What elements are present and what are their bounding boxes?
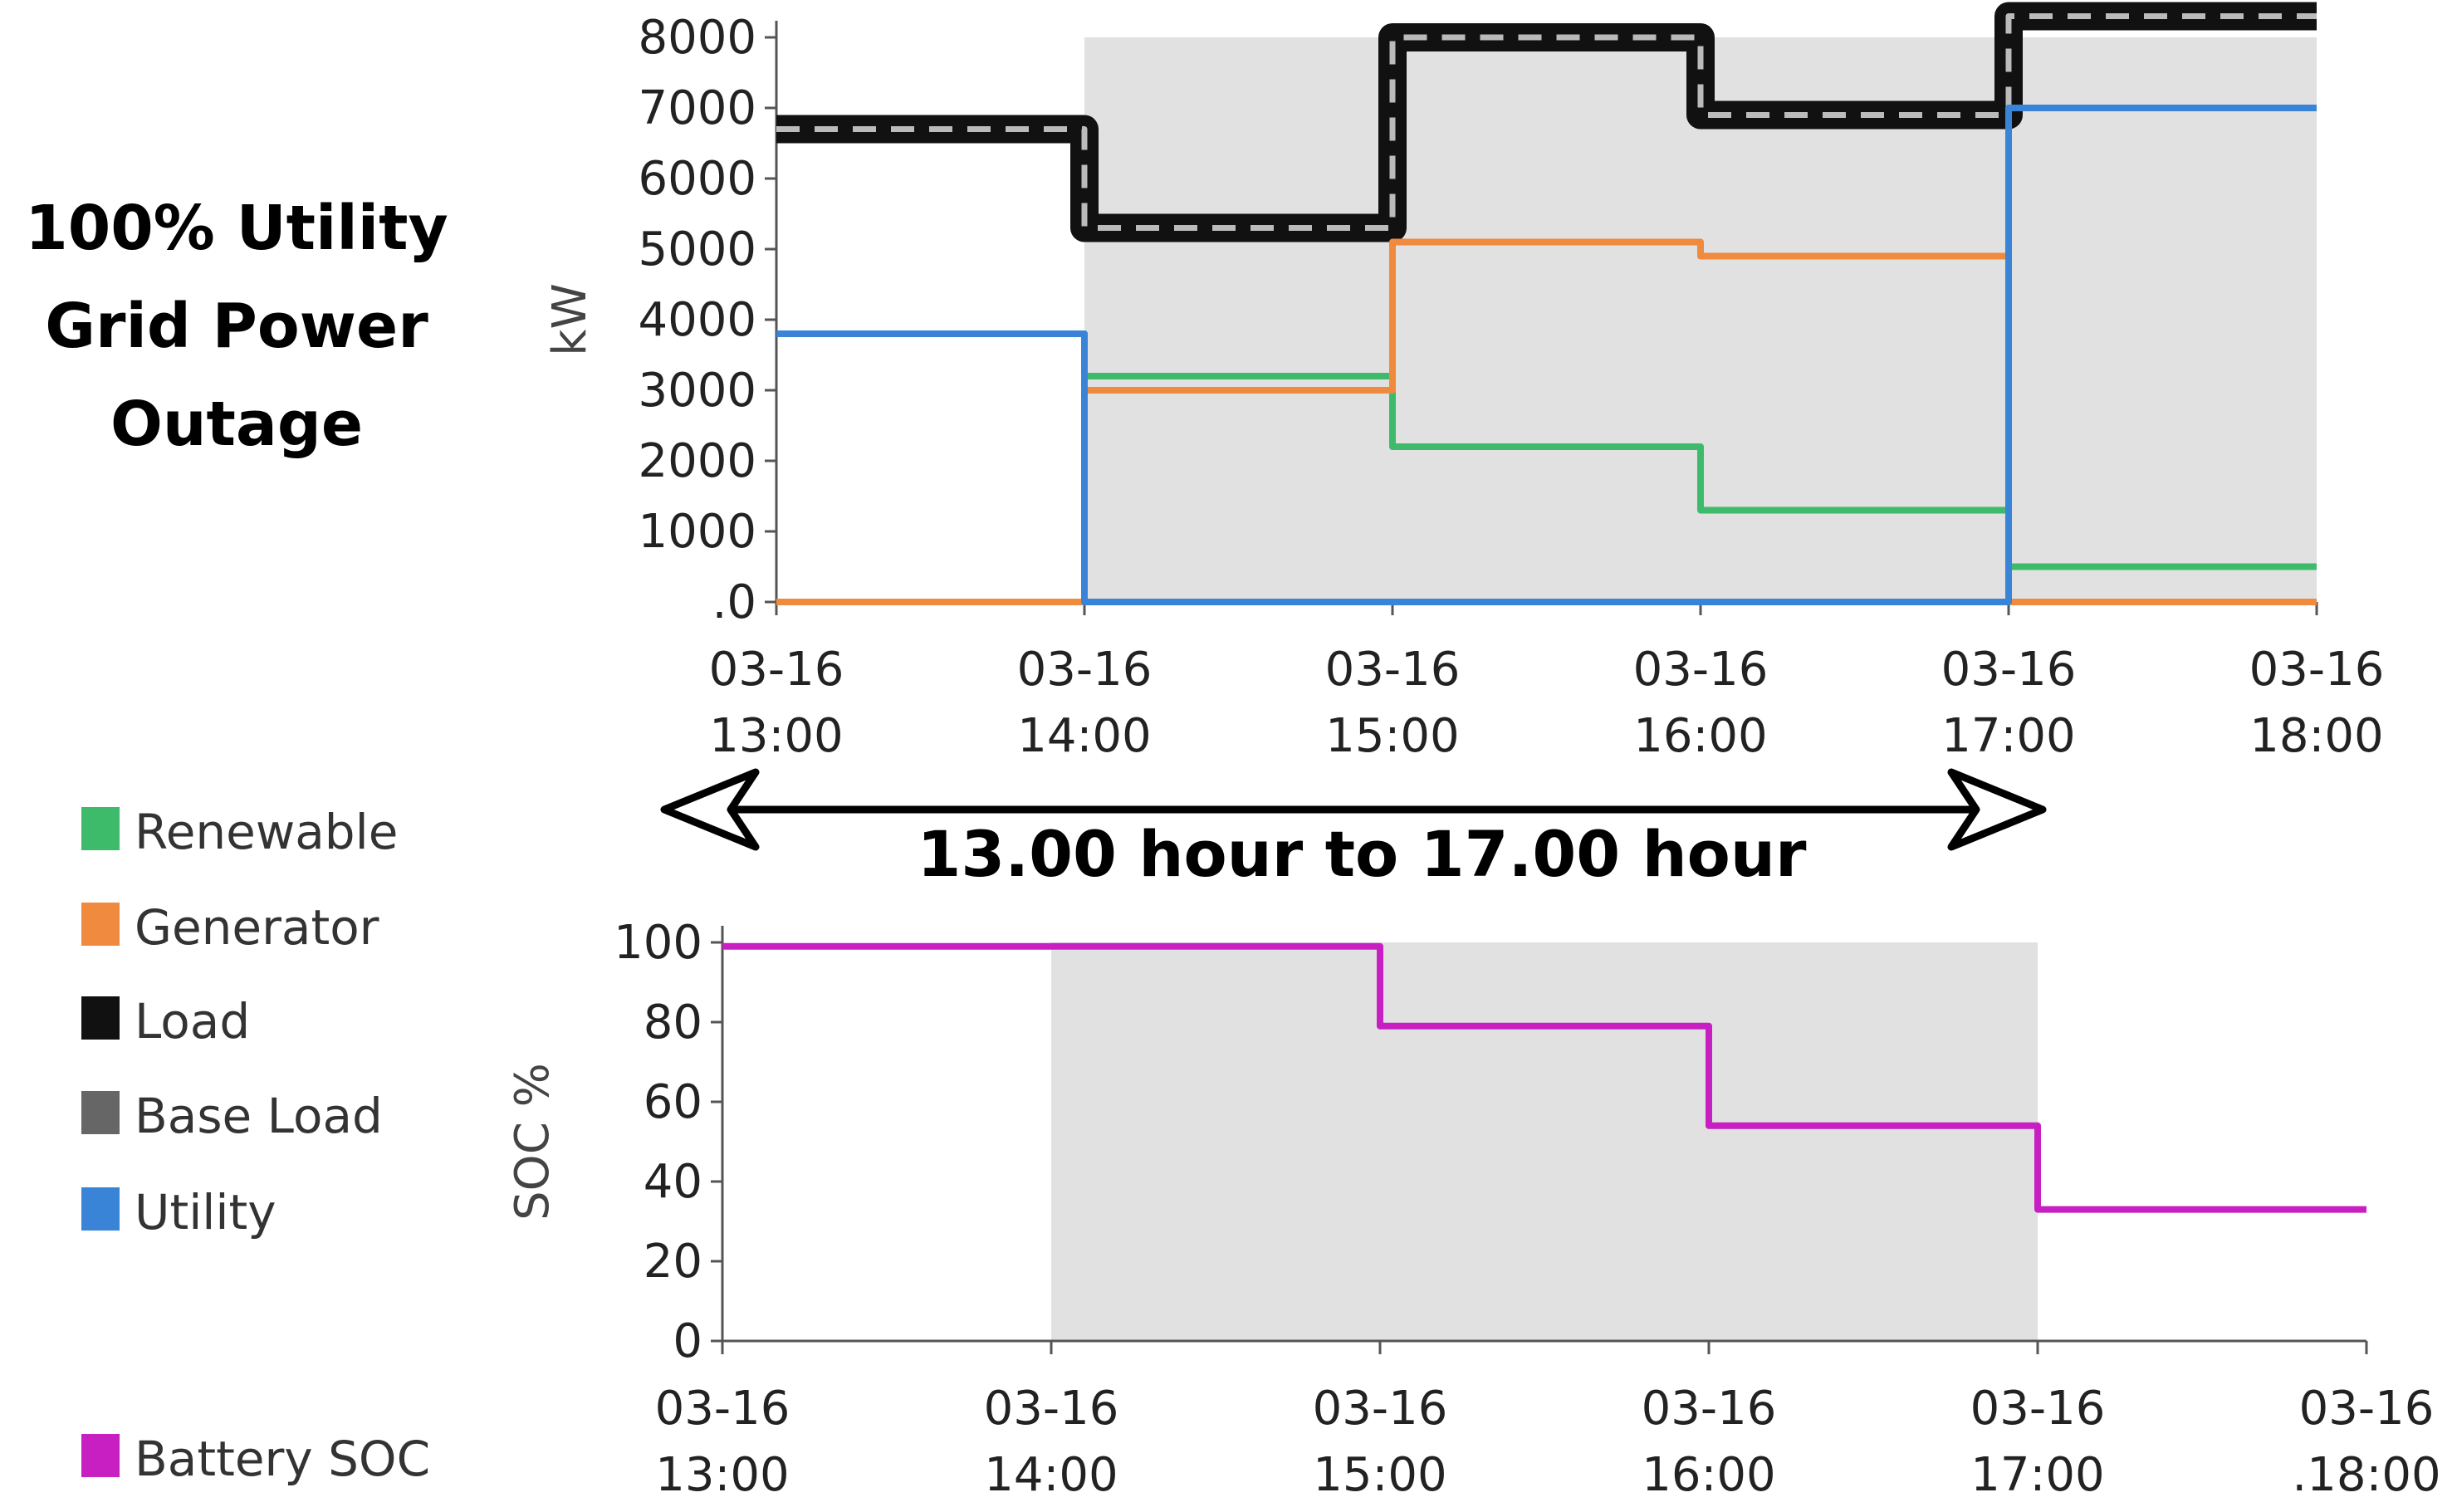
x-tick-date: 03-16 bbox=[1970, 1382, 2106, 1436]
x-tick-time: 18:00 bbox=[2249, 709, 2383, 763]
time-span-annotation: 13.00 hour to 17.00 hour bbox=[660, 768, 2047, 891]
x-tick-date: 03-16 bbox=[1017, 643, 1153, 697]
y-axis-label: kW bbox=[543, 283, 597, 356]
span-annotation-text: 13.00 hour to 17.00 hour bbox=[918, 817, 1807, 891]
x-tick-date: 03-16 bbox=[984, 1382, 1119, 1436]
series-line-utility bbox=[776, 105, 2317, 605]
x-tick-time: 15:00 bbox=[1313, 1448, 1446, 1502]
y-tick-label: .0 bbox=[712, 575, 756, 629]
y-tick-label: 7000 bbox=[638, 81, 756, 135]
legend-label-base-load: Base Load bbox=[135, 1088, 383, 1144]
title-line-1: 100% Utility bbox=[25, 193, 448, 264]
legend-swatch-generator bbox=[81, 903, 120, 946]
y-axis-label: SOC % bbox=[506, 1063, 560, 1221]
x-tick-time: 13:00 bbox=[655, 1448, 789, 1502]
shaded-region bbox=[1051, 942, 2038, 1341]
x-tick-time: 16:00 bbox=[1642, 1448, 1775, 1502]
x-tick-time: 14:00 bbox=[1017, 709, 1151, 763]
legend-label-utility: Utility bbox=[135, 1184, 277, 1240]
x-tick-time: 17:00 bbox=[1941, 709, 2075, 763]
y-tick-label: 20 bbox=[644, 1235, 702, 1289]
y-tick-label: 40 bbox=[644, 1155, 702, 1209]
x-tick-date: 03-16 bbox=[709, 643, 844, 697]
legend-swatch-renewable bbox=[81, 807, 120, 850]
y-tick-label: 2000 bbox=[638, 434, 756, 488]
legend-swatch-base-load bbox=[81, 1091, 120, 1134]
x-tick-time: 13:00 bbox=[709, 709, 843, 763]
legend: Renewable Generator Load Base Load Utility Ba… bbox=[81, 804, 430, 1487]
x-tick-date: 03-16 bbox=[1633, 643, 1769, 697]
x-tick-date: 03-16 bbox=[1325, 643, 1461, 697]
x-tick-date: 03-16 bbox=[2249, 643, 2385, 697]
x-tick-date: 03-16 bbox=[1642, 1382, 1777, 1436]
power-chart: .0 1000 2000 3000 4000 5000 6000 7000 8000 kW 03-1… bbox=[543, 2, 2385, 763]
x-tick-date: 03-16 bbox=[2299, 1382, 2435, 1436]
x-tick-time: 14:00 bbox=[984, 1448, 1118, 1502]
x-tick-time: 15:00 bbox=[1325, 709, 1459, 763]
x-tick-date: 03-16 bbox=[1941, 643, 2077, 697]
legend-label-renewable: Renewable bbox=[135, 804, 398, 860]
legend-label-load: Load bbox=[135, 993, 250, 1050]
series-line-battery-soc bbox=[722, 942, 2366, 1213]
span-arrow-right-head bbox=[1947, 768, 2047, 851]
x-tick-date: 03-16 bbox=[655, 1382, 790, 1436]
legend-label-generator: Generator bbox=[135, 899, 379, 956]
x-tick-time: 17:00 bbox=[1970, 1448, 2104, 1502]
legend-swatch-battery-soc bbox=[81, 1434, 120, 1477]
y-tick-label: 4000 bbox=[638, 293, 756, 347]
legend-swatch-utility bbox=[81, 1187, 120, 1231]
x-tick-date: 03-16 bbox=[1313, 1382, 1448, 1436]
y-tick-label: 1000 bbox=[638, 505, 756, 559]
title-line-3: Outage bbox=[110, 389, 363, 460]
series-line-load-dash bbox=[776, 13, 2317, 231]
legend-swatch-load bbox=[81, 996, 120, 1040]
y-tick-label: 3000 bbox=[638, 364, 756, 418]
figure-title: 100% Utility Grid Power Outage bbox=[25, 193, 448, 460]
y-tick-label: 8000 bbox=[638, 11, 756, 65]
title-line-2: Grid Power bbox=[45, 291, 428, 362]
soc-chart: 0 20 40 60 80 100 SOC % 03-16 13:00 03-16 14:00 03-… bbox=[506, 916, 2441, 1502]
y-tick-label: 6000 bbox=[638, 152, 756, 206]
y-tick-label: 80 bbox=[644, 996, 702, 1050]
y-tick-label: 0 bbox=[673, 1314, 702, 1368]
y-tick-label: 5000 bbox=[638, 223, 756, 276]
y-tick-label: 60 bbox=[644, 1075, 702, 1129]
span-arrow-left-head bbox=[660, 768, 760, 851]
x-tick-time: .18:00 bbox=[2292, 1448, 2440, 1502]
legend-label-battery-soc: Battery SOC bbox=[135, 1431, 430, 1487]
x-tick-time: 16:00 bbox=[1633, 709, 1767, 763]
y-tick-label: 100 bbox=[614, 916, 702, 970]
